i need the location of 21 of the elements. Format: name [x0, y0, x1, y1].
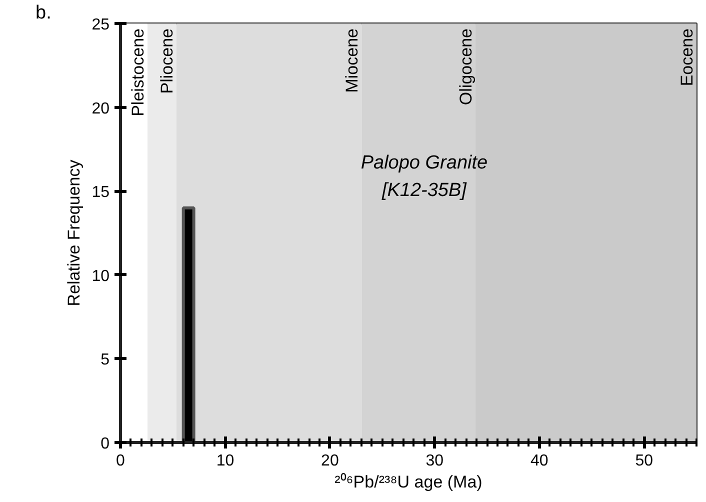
y-tick-label: 5	[100, 352, 110, 369]
y-tick-label: 15	[92, 184, 110, 202]
y-tick-label: 25	[92, 16, 110, 34]
y-tick-label: 20	[92, 100, 110, 118]
y-tick-label: 10	[92, 268, 110, 285]
x-tick-label: 30	[426, 452, 444, 470]
band-label: Pleistocene	[128, 28, 148, 116]
band-label: Oligocene	[456, 28, 476, 106]
text: b.	[36, 2, 52, 24]
x-tick-label: 10	[216, 452, 234, 470]
band-label: Eocene	[678, 28, 696, 86]
y-tick-label: 0	[100, 436, 110, 452]
annotation: Palopo Granite [K12-35B]	[360, 152, 488, 201]
x-axis-title: ²⁰⁶Pb/²³⁸U age (Ma)	[334, 472, 482, 492]
band-label: Pliocene	[157, 28, 176, 94]
y-axis-title: Relative Frequency	[64, 159, 84, 306]
x-tick-label: 40	[530, 452, 548, 470]
band-label: Miocene	[342, 28, 362, 93]
x-tick-label: 20	[321, 452, 339, 470]
x-tick-label: 0	[116, 452, 126, 470]
x-tick-label: 50	[635, 452, 654, 470]
